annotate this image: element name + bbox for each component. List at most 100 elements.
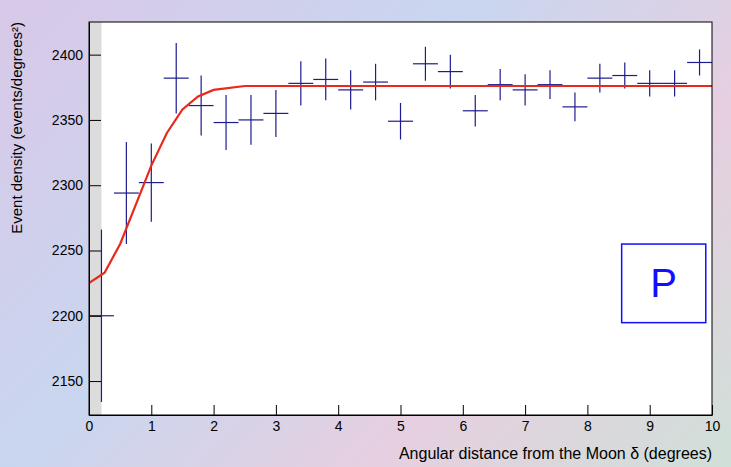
data-point	[513, 74, 538, 105]
y-tick: 2400	[52, 47, 101, 63]
y-error-bar	[500, 69, 501, 100]
x-tick-label: 7	[522, 418, 530, 434]
y-axis-title: Event density (events/degrees²)	[8, 22, 25, 234]
x-tick: 3	[273, 405, 281, 434]
x-tick: 7	[522, 405, 530, 434]
data-point	[662, 70, 687, 96]
data-point	[438, 55, 463, 89]
y-error-bar	[599, 64, 600, 93]
data-point	[388, 103, 413, 140]
y-error-bar	[275, 90, 276, 137]
y-tick-label: 2300	[52, 177, 83, 193]
plot-marks	[89, 22, 712, 415]
y-error-bar	[300, 61, 301, 105]
x-tick-mark	[463, 405, 464, 415]
x-tick-label: 1	[148, 418, 156, 434]
y-error-bar	[225, 95, 226, 150]
data-point	[488, 69, 513, 100]
y-tick: 2250	[52, 242, 101, 258]
data-point	[263, 90, 288, 137]
plot-area	[89, 22, 712, 415]
data-point	[189, 76, 214, 136]
annotation-text: P	[650, 261, 677, 305]
y-error-bar	[649, 70, 650, 96]
data-point	[687, 49, 712, 75]
x-axis-title: Angular distance from the Moon δ (degree…	[399, 445, 712, 462]
data-point	[139, 143, 164, 221]
x-tick: 10	[705, 405, 721, 434]
data-point	[89, 230, 114, 402]
y-error-bar	[475, 95, 476, 126]
x-tick-label: 8	[584, 418, 592, 434]
y-error-bar	[450, 55, 451, 89]
x-tick-label: 4	[335, 418, 343, 434]
y-tick: 2200	[52, 308, 101, 324]
plot-frame	[89, 22, 712, 415]
y-error-bar	[375, 64, 376, 101]
data-point	[164, 43, 189, 114]
y-tick-label: 2350	[52, 112, 83, 128]
fit-curve	[89, 86, 712, 283]
y-tick-mark	[89, 381, 101, 382]
data-point	[562, 93, 587, 122]
y-tick-label: 2200	[52, 308, 83, 324]
y-axis: 2150 2200 2250 2300 2350 2400	[52, 23, 101, 416]
shaded-region	[89, 22, 101, 415]
y-error-bar	[325, 59, 326, 101]
data-point	[637, 70, 662, 96]
y-tick-mark	[89, 250, 101, 251]
y-error-bar	[624, 62, 625, 88]
y-error-bar	[674, 70, 675, 96]
y-error-bar	[574, 93, 575, 122]
y-tick: 2300	[52, 177, 101, 193]
annotation: P	[622, 244, 706, 323]
x-tick-mark	[214, 405, 215, 415]
x-tick-label: 5	[397, 418, 405, 434]
data-point	[413, 47, 438, 81]
x-tick-label: 9	[646, 418, 654, 434]
data-point	[239, 95, 264, 145]
x-tick-label: 10	[705, 418, 721, 434]
y-tick-mark	[89, 55, 101, 56]
x-tick-label: 6	[459, 418, 467, 434]
chart: 0 1 2 3 4 5 6 7 8 9 10 2150 2200 2250 2300 2350 2400 P Ang…	[0, 0, 731, 467]
y-error-bar	[201, 76, 202, 136]
data-point	[338, 70, 363, 109]
x-tick-mark	[587, 405, 588, 415]
x-tick-mark	[338, 405, 339, 415]
y-tick-label: 2150	[52, 373, 83, 389]
x-tick-label: 0	[86, 418, 94, 434]
y-error-bar	[425, 47, 426, 81]
y-tick-label: 2250	[52, 242, 83, 258]
x-tick-mark	[276, 405, 277, 415]
x-tick: 5	[397, 405, 405, 434]
y-tick-mark	[89, 120, 101, 121]
data-point	[363, 64, 388, 101]
x-tick-mark	[151, 405, 152, 415]
x-tick: 8	[584, 405, 592, 434]
y-error-bar	[400, 103, 401, 140]
y-error-bar	[151, 143, 152, 221]
y-tick: 2150	[52, 373, 101, 389]
data-point	[214, 95, 239, 150]
data-point	[313, 59, 338, 101]
y-error-bar	[101, 230, 102, 402]
x-tick: 4	[335, 405, 343, 434]
x-tick-mark	[525, 405, 526, 415]
x-tick: 1	[148, 405, 156, 434]
y-tick-mark	[89, 185, 101, 186]
y-tick-label: 2400	[52, 47, 83, 63]
x-tick: 2	[210, 405, 218, 434]
y-error-bar	[176, 43, 177, 114]
x-tick-label: 2	[210, 418, 218, 434]
x-axis: 0 1 2 3 4 5 6 7 8 9 10	[86, 405, 721, 434]
y-error-bar	[250, 95, 251, 145]
y-error-bar	[549, 70, 550, 99]
x-tick-label: 3	[273, 418, 281, 434]
y-error-bar	[524, 74, 525, 105]
y-error-bar	[699, 49, 700, 75]
y-tick: 2350	[52, 112, 101, 128]
annotation-box	[622, 244, 706, 323]
x-tick: 9	[646, 405, 654, 434]
x-tick-mark	[650, 405, 651, 415]
